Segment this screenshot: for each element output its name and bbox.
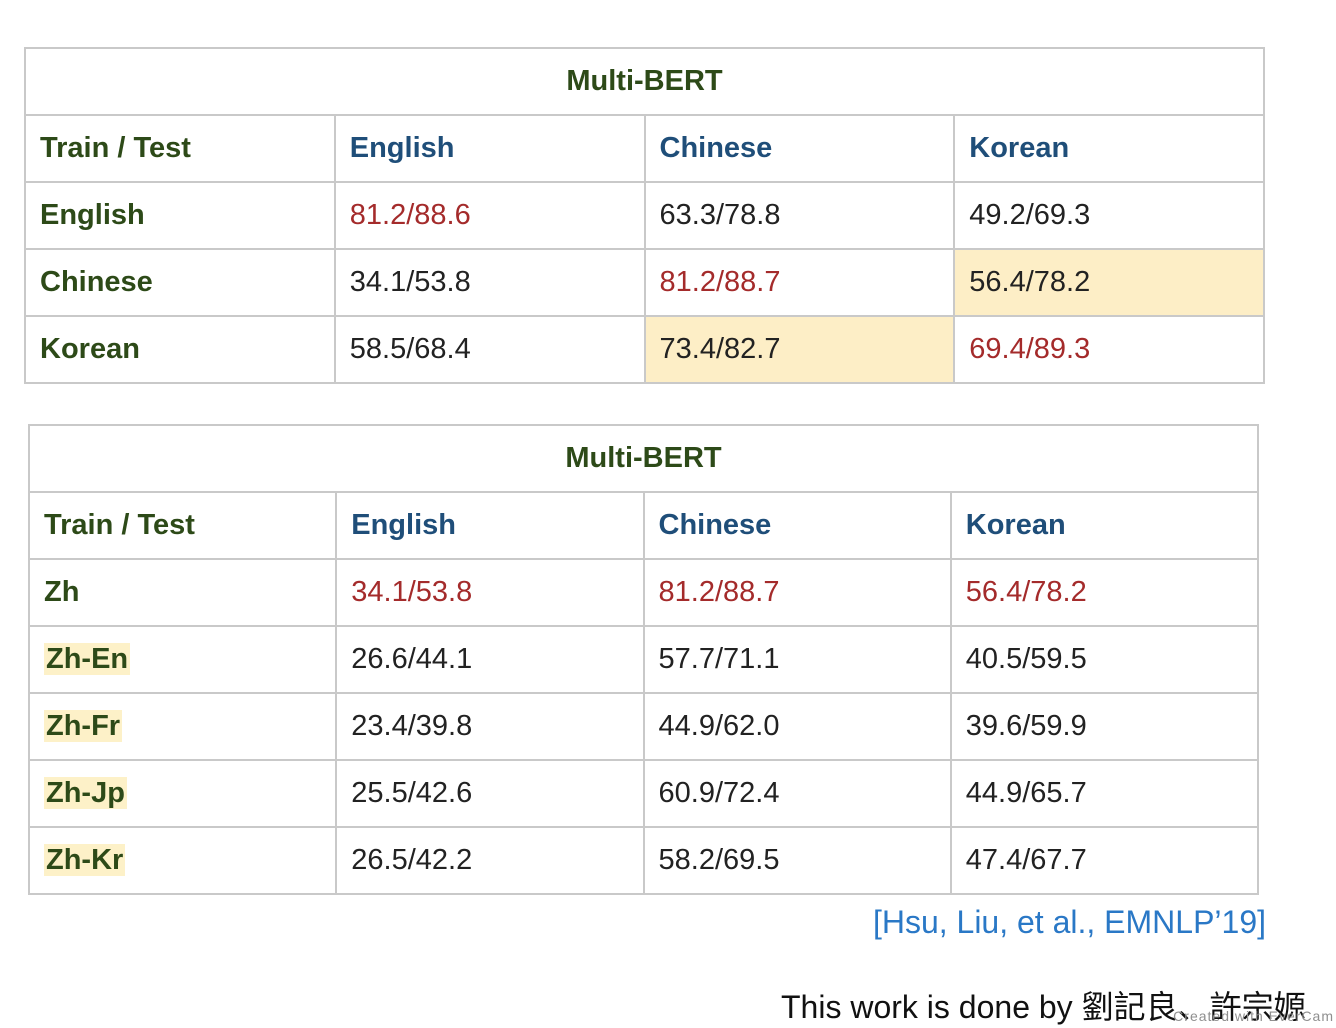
table-cell: 39.6/59.9 [949, 692, 1260, 761]
table-cell: 25.5/42.6 [335, 759, 645, 828]
table-title: Multi-BERT [24, 47, 1265, 116]
results-table-2: Multi-BERT Train / Test English Chinese … [27, 424, 1260, 895]
row-label-zh-kr: Zh-Kr [27, 826, 338, 895]
highlighted-row-label: Zh-En [44, 643, 131, 675]
table-title-row: Multi-BERT [24, 47, 1265, 116]
table-title: Multi-BERT [28, 424, 1259, 493]
table-cell: 63.3/78.8 [643, 181, 956, 250]
table-cell: 81.2/88.7 [642, 558, 952, 627]
table-cell: 57.7/71.1 [642, 625, 952, 694]
table-row: Zh-En 26.6/44.1 57.7/71.1 40.5/59.5 [27, 625, 1260, 694]
header-korean: Korean [949, 491, 1260, 560]
table-cell: 40.5/59.5 [949, 625, 1260, 694]
header-train-test: Train / Test [24, 114, 336, 183]
header-train-test: Train / Test [27, 491, 338, 560]
row-label-zh-fr: Zh-Fr [27, 692, 338, 761]
table-row: Zh-Jp 25.5/42.6 60.9/72.4 44.9/65.7 [27, 759, 1260, 828]
table-cell: 58.2/69.5 [642, 826, 952, 895]
table-cell: 47.4/67.7 [949, 826, 1260, 895]
header-chinese: Chinese [643, 114, 956, 183]
table-cell: 69.4/89.3 [953, 315, 1265, 384]
watermark: Created with EverCam [1173, 1008, 1334, 1024]
table-cell: 26.6/44.1 [335, 625, 645, 694]
table-row: Zh-Fr 23.4/39.8 44.9/62.0 39.6/59.9 [27, 692, 1260, 761]
header-english: English [335, 491, 645, 560]
citation-link[interactable]: [Hsu, Liu, et al., EMNLP’19] [872, 904, 1266, 940]
table-cell: 81.2/88.7 [643, 248, 956, 317]
row-label-korean: Korean [24, 315, 336, 384]
results-table-1: Multi-BERT Train / Test English Chinese … [24, 47, 1265, 384]
table-row: Zh 34.1/53.8 81.2/88.7 56.4/78.2 [27, 558, 1260, 627]
table-cell: 56.4/78.2 [949, 558, 1260, 627]
highlighted-cell: 56.4/78.2 [953, 248, 1265, 317]
table-header-row: Train / Test English Chinese Korean [27, 491, 1260, 560]
table-cell: 34.1/53.8 [335, 558, 645, 627]
table-cell: 58.5/68.4 [333, 315, 646, 384]
row-label-zh-jp: Zh-Jp [27, 759, 338, 828]
table-cell: 26.5/42.2 [335, 826, 645, 895]
table-header-row: Train / Test English Chinese Korean [24, 114, 1265, 183]
credit-line: This work is done by 劉記良、許宗嫄 [781, 989, 1306, 1025]
table-cell: 81.2/88.6 [333, 181, 646, 250]
row-label-english: English [24, 181, 336, 250]
table-cell: 49.2/69.3 [953, 181, 1265, 250]
table-row: Zh-Kr 26.5/42.2 58.2/69.5 47.4/67.7 [27, 826, 1260, 895]
highlighted-cell: 73.4/82.7 [643, 315, 956, 384]
table-cell: 44.9/62.0 [642, 692, 952, 761]
row-label-chinese: Chinese [24, 248, 336, 317]
table-cell: 34.1/53.8 [333, 248, 646, 317]
table-cell: 60.9/72.4 [642, 759, 952, 828]
row-label-zh: Zh [27, 558, 338, 627]
highlighted-row-label: Zh-Fr [44, 710, 123, 742]
table-row: English 81.2/88.6 63.3/78.8 49.2/69.3 [24, 181, 1265, 250]
highlighted-row-label: Zh-Jp [44, 777, 127, 809]
table-cell: 44.9/65.7 [949, 759, 1260, 828]
table-title-row: Multi-BERT [28, 424, 1259, 493]
header-chinese: Chinese [642, 491, 952, 560]
header-english: English [333, 114, 646, 183]
row-label-zh-en: Zh-En [27, 625, 338, 694]
table-row: Chinese 34.1/53.8 81.2/88.7 56.4/78.2 [24, 248, 1265, 317]
header-korean: Korean [953, 114, 1265, 183]
table-row: Korean 58.5/68.4 73.4/82.7 69.4/89.3 [24, 315, 1265, 384]
table-cell: 23.4/39.8 [335, 692, 645, 761]
highlighted-row-label: Zh-Kr [44, 844, 126, 876]
